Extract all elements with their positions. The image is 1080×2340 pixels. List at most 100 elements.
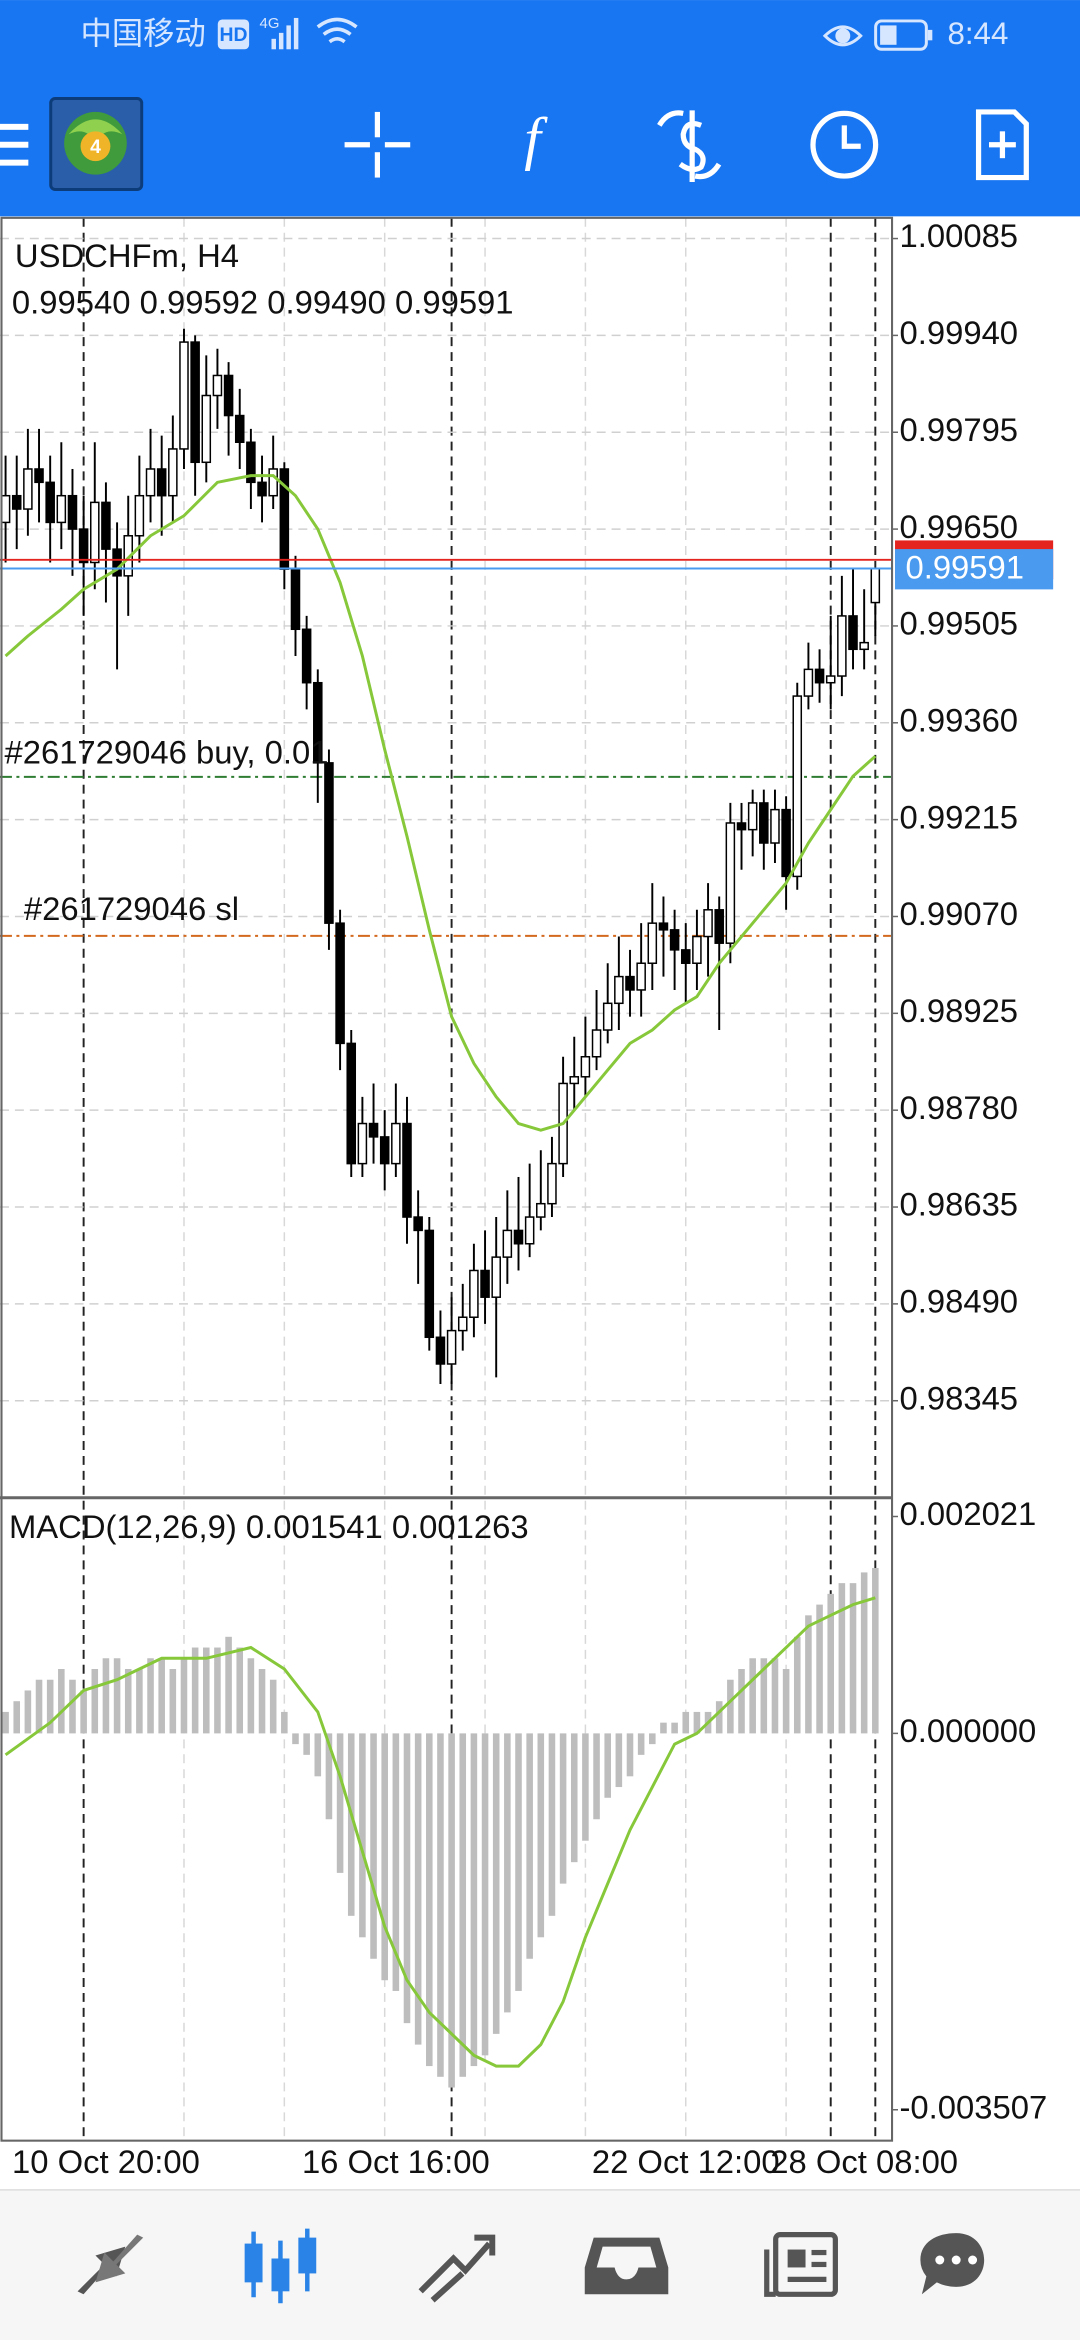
y-tick-label: 0.98635 <box>900 1186 1019 1223</box>
bottom-nav <box>0 2189 1080 2340</box>
candle-body <box>11 494 22 510</box>
candle-body <box>658 922 669 931</box>
macd-bar <box>693 1711 701 1734</box>
crosshair-button[interactable] <box>344 111 411 178</box>
nav-history[interactable] <box>584 2237 669 2295</box>
macd-bar <box>58 1668 65 1734</box>
candle-body <box>625 975 635 991</box>
macd-title: MACD(12,26,9) 0.001541 0.001263 <box>9 1508 529 1545</box>
macd-bar <box>336 1733 344 1873</box>
candle-body <box>714 909 724 944</box>
macd-bar <box>593 1733 600 1820</box>
candle-body <box>268 468 278 497</box>
candle-body <box>145 468 156 497</box>
y-tick-label: 0.98345 <box>900 1379 1019 1416</box>
candle-body <box>45 481 55 524</box>
logo-glyph: 4 <box>90 136 101 158</box>
candle-body <box>335 922 345 1045</box>
candle-body <box>56 494 67 524</box>
macd-bar <box>715 1701 723 1734</box>
macd-bar <box>604 1733 611 1798</box>
candle-body <box>547 1162 557 1205</box>
candle-body <box>792 695 803 878</box>
candle-body <box>301 628 312 684</box>
candle-body <box>257 481 267 497</box>
candle-body <box>636 962 646 991</box>
candle-body <box>480 1269 490 1298</box>
nav-news[interactable] <box>764 2232 838 2297</box>
y-tick-label: 0.98925 <box>900 992 1019 1029</box>
candle-body <box>313 681 323 764</box>
candle-body <box>67 494 78 530</box>
macd-bar <box>760 1658 768 1734</box>
candle-body <box>379 1136 390 1165</box>
template-button[interactable] <box>975 109 1029 181</box>
y-tick-label: -0.003507 <box>900 2088 1048 2125</box>
candle-body <box>101 501 111 550</box>
nav-trade[interactable] <box>418 2234 496 2303</box>
macd-bar <box>637 1733 645 1755</box>
order-label: #261729046 buy, 0.01 <box>4 734 328 771</box>
macd-bar <box>147 1658 154 1734</box>
macd-bar <box>682 1711 690 1734</box>
macd-bar <box>793 1636 801 1734</box>
eye-icon <box>822 25 863 47</box>
candle-body <box>803 668 814 697</box>
macd-name: MACD(12,26,9) <box>9 1508 237 1545</box>
candle-body <box>591 1029 602 1058</box>
macd-bar <box>649 1733 656 1745</box>
period-button[interactable] <box>810 110 879 179</box>
candle-body <box>134 494 145 537</box>
candle-body <box>680 949 691 964</box>
macd-bar <box>860 1572 868 1734</box>
candle-body <box>770 808 780 844</box>
nav-quotes[interactable] <box>77 2234 144 2295</box>
y-tick-label: 0.98780 <box>900 1089 1019 1126</box>
trade-button[interactable] <box>657 110 722 183</box>
app-logo[interactable]: 4 <box>49 97 144 191</box>
candle-body <box>0 494 11 524</box>
macd-bar <box>671 1722 678 1734</box>
macd-bar <box>214 1647 221 1734</box>
nav-chart[interactable] <box>244 2228 317 2304</box>
macd-bar <box>771 1658 779 1734</box>
macd-bar <box>236 1647 244 1734</box>
x-tick-label: 10 Oct 20:00 <box>12 2143 200 2180</box>
x-tick-label: 28 Oct 08:00 <box>770 2143 958 2180</box>
macd-bar <box>124 1668 132 1734</box>
y-tick-label: 0.99940 <box>900 314 1019 351</box>
menu-button[interactable] <box>0 123 29 166</box>
wifi-icon <box>316 17 358 44</box>
macd-bar <box>626 1733 634 1777</box>
macd-signal <box>4 1596 876 2068</box>
candle-body <box>457 1316 468 1332</box>
candle-body <box>168 448 178 497</box>
candle-body <box>692 935 702 964</box>
macd-bar <box>548 1733 556 1916</box>
macd-bar <box>504 1733 511 2013</box>
candle-body <box>368 1122 379 1138</box>
macd-bar <box>370 1733 377 1959</box>
macd-bar <box>749 1658 756 1734</box>
macd-bar <box>2 1711 9 1734</box>
candle-body <box>725 822 736 944</box>
macd-bar <box>225 1636 232 1734</box>
app-header <box>0 0 1080 217</box>
macd-bar <box>582 1733 589 1841</box>
candle-body <box>781 808 791 878</box>
candle-body <box>179 341 189 450</box>
candle-body <box>491 1256 501 1298</box>
macd-bar <box>169 1668 177 1734</box>
ohlc-open: 0.99540 <box>12 283 131 320</box>
macd-bar <box>448 1733 455 2088</box>
nav-chat[interactable] <box>920 2233 985 2295</box>
candle-body <box>870 567 881 604</box>
y-tick-label: 0.99360 <box>900 701 1019 738</box>
candle-body <box>536 1202 546 1218</box>
signal-icon <box>271 17 299 50</box>
bid-tag-label: 0.99591 <box>905 549 1024 586</box>
candle-body <box>446 1329 457 1365</box>
chart-plot: 1.00085 0.99940 0.99795 0.99650 0.99505 0.993… <box>0 217 1054 2180</box>
candle-body <box>346 1042 357 1165</box>
